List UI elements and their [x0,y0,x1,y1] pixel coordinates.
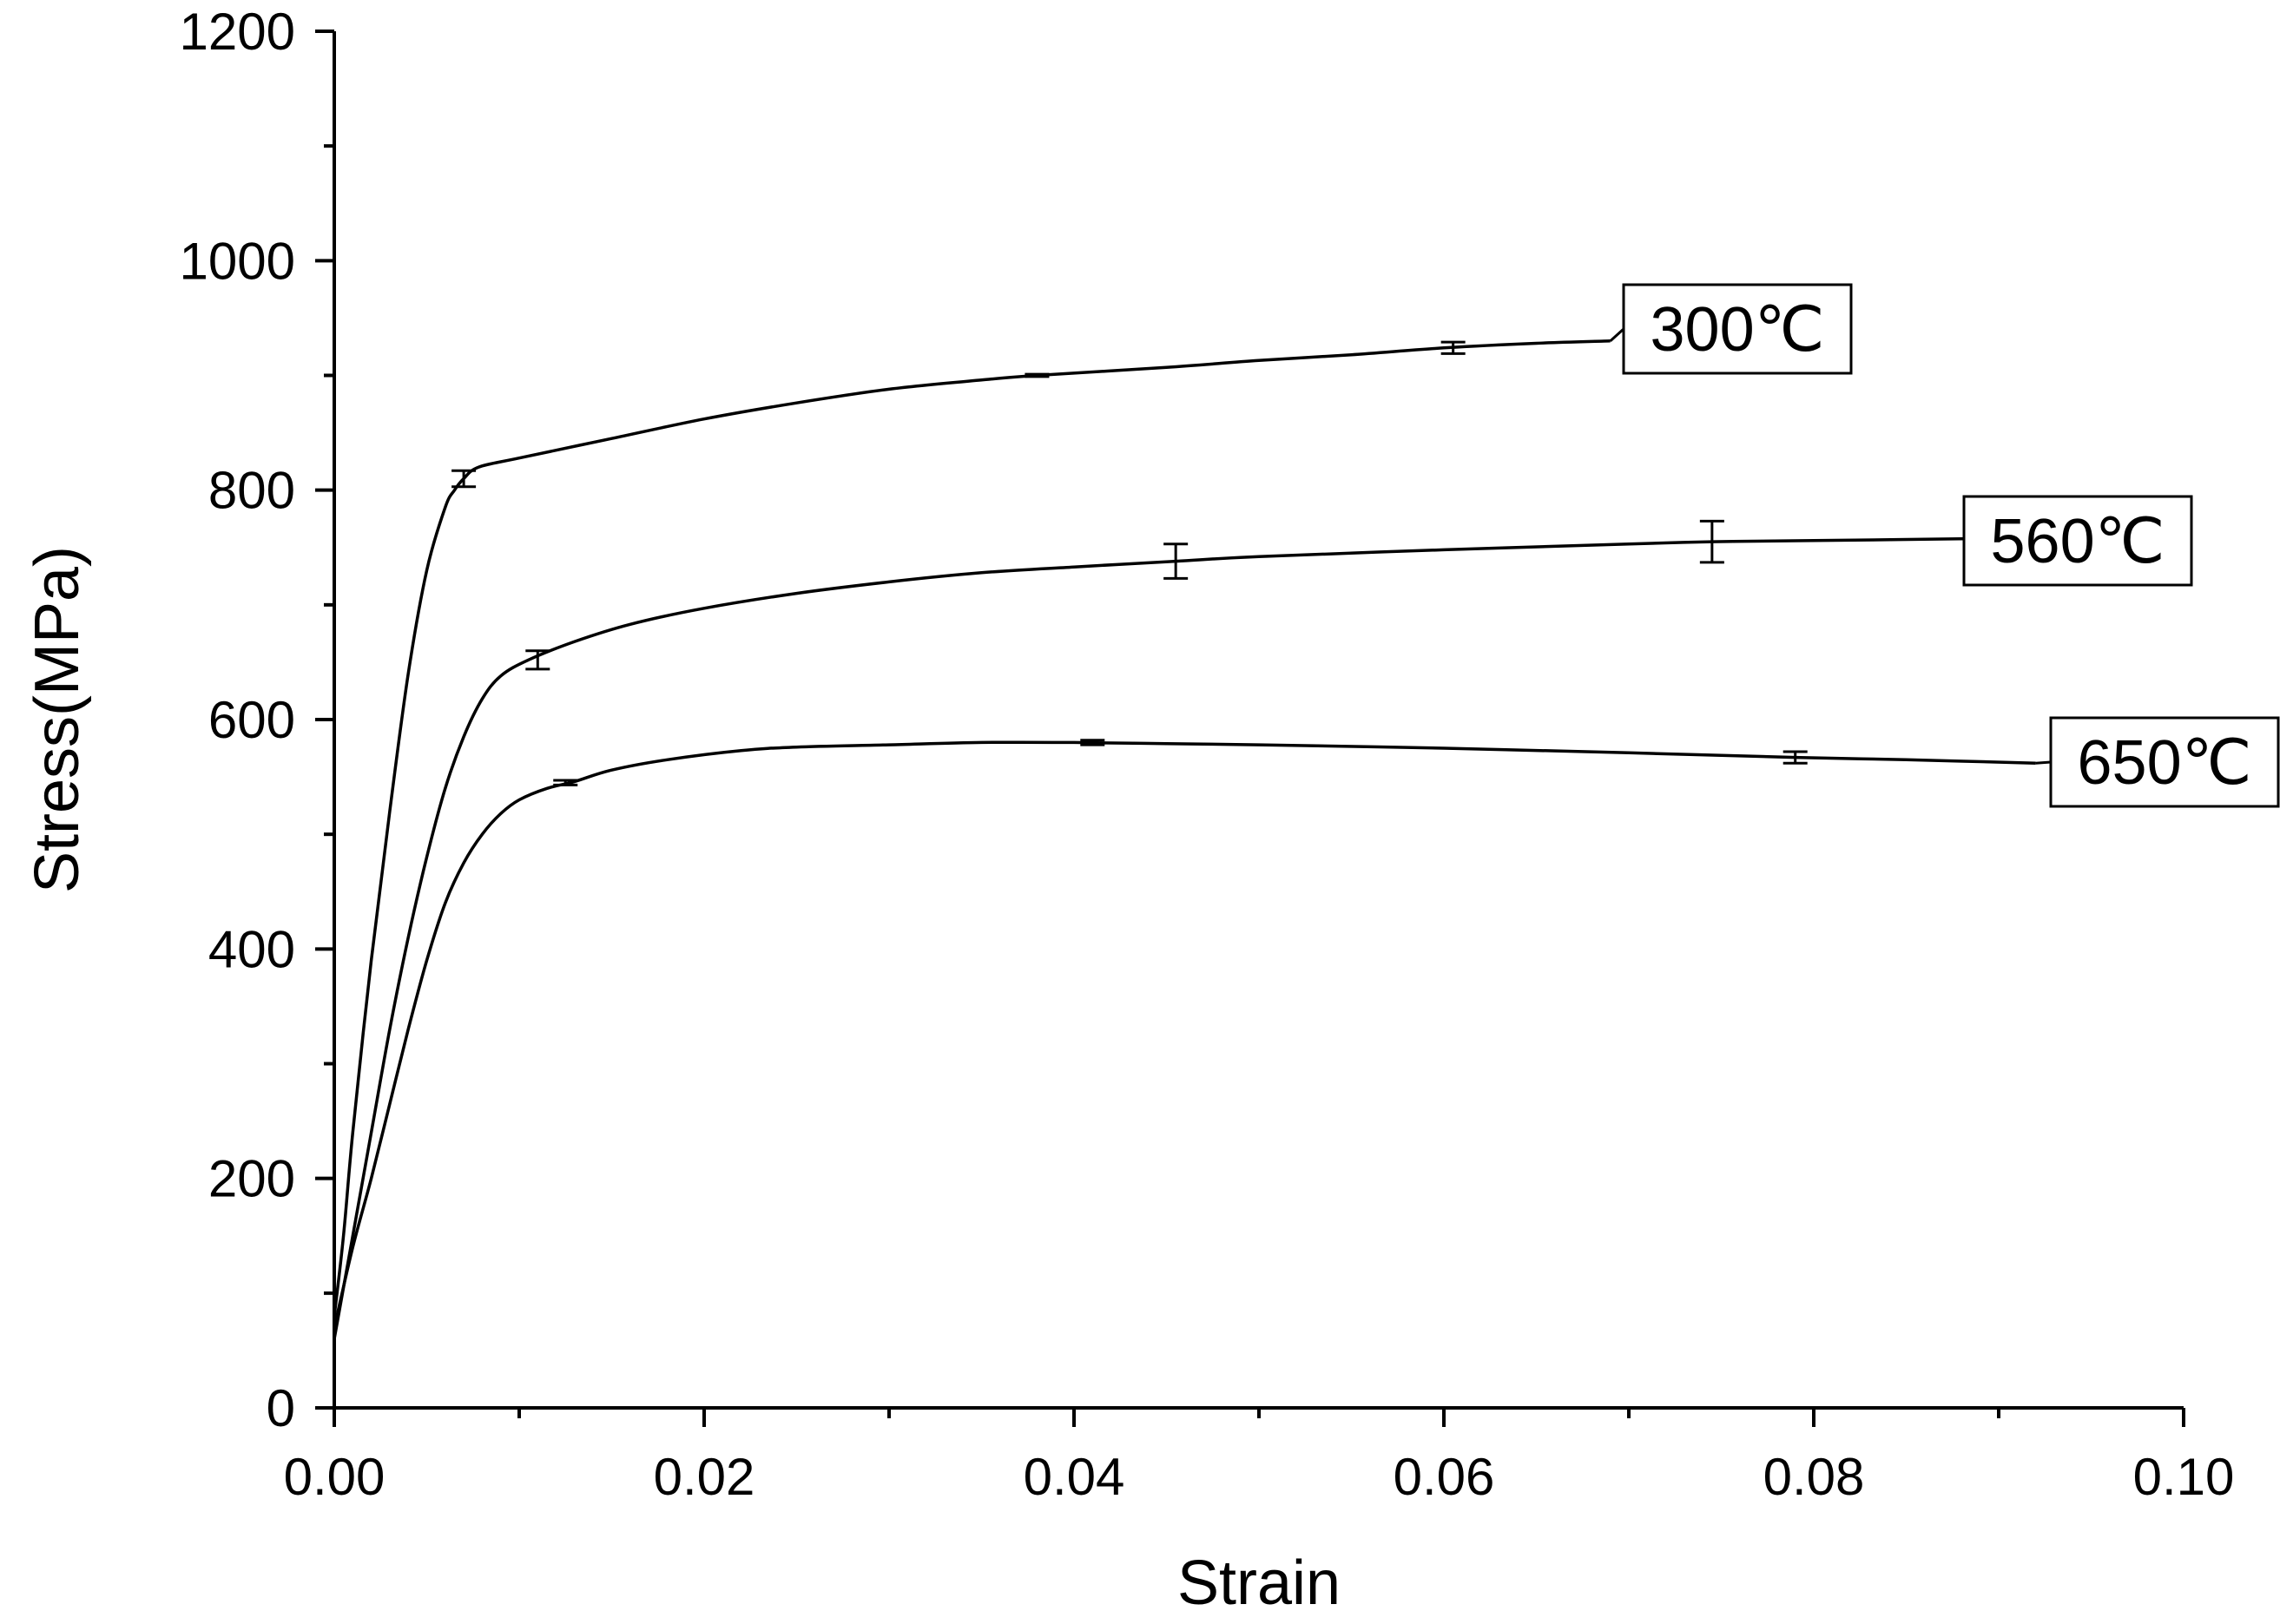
error-bar [1025,372,1050,378]
plot-area: 0.00 0.02 0.04 0.06 0.08 0.10 0 200 400 600 800 100… [23,3,2280,1618]
y-tick-label: 800 [208,462,295,520]
series-line [333,339,1611,1317]
series-2: 560℃ [333,495,2193,1340]
error-bar [525,649,550,671]
series-label: 650℃ [2078,728,2252,798]
series-line [333,740,2036,1328]
series-3: 650℃ [333,716,2280,1328]
series-line [333,536,2000,1340]
series-label-box [1962,495,2193,587]
y-tick-label: 1000 [180,232,295,290]
error-bar [1440,340,1466,355]
y-tick-label: 400 [208,920,295,978]
series-label-box [2049,716,2280,808]
x-tick-label: 0.10 [2133,1448,2235,1506]
x-tick-label: 0.04 [1024,1448,1125,1506]
error-bar [1080,739,1105,746]
y-tick-label: 0 [267,1379,295,1437]
x-axis-title: Strain [1177,1548,1341,1618]
x-tick-label: 0.02 [654,1448,755,1506]
x-tick-label: 0.00 [284,1448,385,1506]
error-bar [553,779,578,786]
y-axis-title: Stress(MPa) [23,546,92,893]
y-tick-label: 1200 [180,3,295,61]
series-label-leader [1609,327,1625,342]
x-tick-label: 0.08 [1763,1448,1865,1506]
error-bar [1699,519,1724,564]
series-1: 300℃ [333,283,1853,1317]
series-label: 300℃ [1651,295,1825,365]
series-label-box [1622,283,1853,375]
error-bar [451,469,477,489]
y-tick-label: 200 [208,1150,295,1208]
series-label: 560℃ [1991,507,2165,576]
y-tick-label: 600 [208,691,295,749]
x-tick-label: 0.06 [1394,1448,1495,1506]
series-label-leader [2035,760,2052,765]
error-bar [1782,750,1808,765]
error-bar [1163,542,1189,580]
